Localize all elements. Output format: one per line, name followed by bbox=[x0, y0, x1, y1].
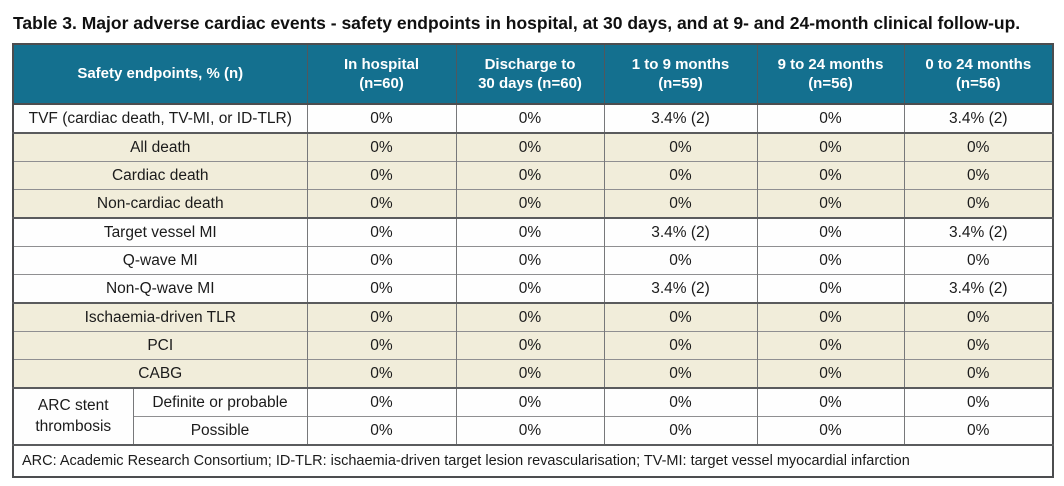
value-cell: 0% bbox=[603, 302, 757, 332]
table-row-pci: PCI 0% 0% 0% 0% 0% bbox=[12, 331, 1053, 360]
value-cell: 0% bbox=[903, 359, 1053, 388]
column-header-0-24-months: 0 to 24 months (n=56) bbox=[903, 44, 1053, 105]
value-cell: 0% bbox=[603, 359, 757, 388]
table-row-arc-possible: Possible 0% 0% 0% 0% 0% bbox=[13, 416, 1053, 445]
row-label: Non-Q-wave MI bbox=[12, 274, 307, 303]
column-header-in-hospital: In hospital (n=60) bbox=[306, 44, 456, 105]
row-label: CABG bbox=[12, 359, 307, 388]
value-cell: 0% bbox=[756, 246, 904, 275]
value-cell: 0% bbox=[455, 246, 604, 275]
value-cell: 0% bbox=[455, 189, 604, 218]
value-cell: 0% bbox=[306, 246, 456, 275]
table-title: Table 3. Major adverse cardiac events - … bbox=[13, 13, 1021, 33]
value-cell: 0% bbox=[455, 387, 604, 417]
value-cell: 0% bbox=[903, 132, 1053, 162]
table-row-cardiac-death: Cardiac death 0% 0% 0% 0% 0% bbox=[12, 161, 1053, 190]
table-row-cabg: CABG 0% 0% 0% 0% 0% bbox=[12, 359, 1053, 388]
value-cell: 0% bbox=[756, 161, 904, 190]
row-label: Target vessel MI bbox=[12, 217, 307, 247]
table-row-arc-definite-or-probable: ARC stent thrombosis Definite or probabl… bbox=[12, 387, 1053, 445]
value-cell: 0% bbox=[455, 416, 604, 445]
value-cell: 0% bbox=[306, 331, 456, 360]
value-cell: 0% bbox=[903, 331, 1053, 360]
value-cell: 0% bbox=[603, 331, 757, 360]
column-header-discharge-30days: Discharge to 30 days (n=60) bbox=[455, 44, 604, 105]
value-cell: 0% bbox=[756, 217, 904, 247]
table-row-q-wave-mi: Q-wave MI 0% 0% 0% 0% 0% bbox=[12, 246, 1053, 275]
value-cell: 3.4% (2) bbox=[603, 274, 757, 303]
value-cell: 0% bbox=[306, 359, 456, 388]
value-cell: 0% bbox=[455, 359, 604, 388]
value-cell: 0% bbox=[903, 416, 1053, 445]
safety-endpoints-table: Safety endpoints, % (n) In hospital (n=60… bbox=[12, 43, 1054, 478]
value-cell: 0% bbox=[455, 161, 604, 190]
value-cell: 0% bbox=[603, 161, 757, 190]
value-cell: 0% bbox=[306, 132, 456, 162]
table-row-all-death: All death 0% 0% 0% 0% 0% bbox=[12, 132, 1053, 162]
arc-stent-thrombosis-group-label: ARC stent thrombosis bbox=[12, 387, 133, 445]
column-header-9-24-months: 9 to 24 months (n=56) bbox=[756, 44, 904, 105]
value-cell: 0% bbox=[306, 189, 456, 218]
value-cell: 0% bbox=[756, 302, 904, 332]
value-cell: 3.4% (2) bbox=[903, 103, 1053, 133]
row-sublabel: Definite or probable bbox=[132, 387, 307, 417]
value-cell: 0% bbox=[756, 331, 904, 360]
value-cell: 0% bbox=[603, 189, 757, 218]
table-row-non-q-wave-mi: Non-Q-wave MI 0% 0% 3.4% (2) 0% 3.4% (2) bbox=[12, 274, 1053, 303]
value-cell: 0% bbox=[756, 416, 904, 445]
table-row-target-vessel-mi: Target vessel MI 0% 0% 3.4% (2) 0% 3.4% … bbox=[12, 217, 1053, 247]
row-label: Cardiac death bbox=[12, 161, 307, 190]
value-cell: 0% bbox=[306, 161, 456, 190]
value-cell: 0% bbox=[756, 359, 904, 388]
value-cell: 0% bbox=[455, 302, 604, 332]
column-header-1-9-months: 1 to 9 months (n=59) bbox=[603, 44, 757, 105]
value-cell: 0% bbox=[306, 387, 456, 417]
value-cell: 0% bbox=[455, 217, 604, 247]
value-cell: 0% bbox=[603, 132, 757, 162]
value-cell: 3.4% (2) bbox=[603, 217, 757, 247]
column-header-endpoints: Safety endpoints, % (n) bbox=[12, 44, 307, 105]
row-label: TVF (cardiac death, TV-MI, or ID-TLR) bbox=[12, 103, 307, 133]
value-cell: 0% bbox=[903, 302, 1053, 332]
value-cell: 0% bbox=[603, 246, 757, 275]
value-cell: 0% bbox=[306, 302, 456, 332]
value-cell: 3.4% (2) bbox=[603, 103, 757, 133]
header-row: Safety endpoints, % (n) In hospital (n=60… bbox=[12, 44, 1053, 105]
value-cell: 0% bbox=[455, 331, 604, 360]
value-cell: 0% bbox=[903, 246, 1053, 275]
table-footnote: ARC: Academic Research Consortium; ID-TL… bbox=[12, 444, 1053, 477]
row-label: Ischaemia-driven TLR bbox=[12, 302, 307, 332]
row-label: PCI bbox=[12, 331, 307, 360]
table-row-tvf: TVF (cardiac death, TV-MI, or ID-TLR) 0%… bbox=[12, 103, 1053, 133]
value-cell: 0% bbox=[903, 161, 1053, 190]
value-cell: 0% bbox=[756, 189, 904, 218]
value-cell: 0% bbox=[756, 274, 904, 303]
value-cell: 0% bbox=[603, 387, 757, 417]
value-cell: 0% bbox=[455, 132, 604, 162]
value-cell: 0% bbox=[306, 416, 456, 445]
value-cell: 3.4% (2) bbox=[903, 274, 1053, 303]
value-cell: 0% bbox=[903, 189, 1053, 218]
value-cell: 0% bbox=[756, 132, 904, 162]
value-cell: 0% bbox=[756, 103, 904, 133]
value-cell: 0% bbox=[603, 416, 757, 445]
row-label: All death bbox=[12, 132, 307, 162]
value-cell: 0% bbox=[455, 274, 604, 303]
table-row-non-cardiac-death: Non-cardiac death 0% 0% 0% 0% 0% bbox=[12, 189, 1053, 218]
value-cell: 0% bbox=[903, 387, 1053, 417]
value-cell: 0% bbox=[306, 274, 456, 303]
table-row-ischaemia-driven-tlr: Ischaemia-driven TLR 0% 0% 0% 0% 0% bbox=[12, 302, 1053, 332]
row-label: Q-wave MI bbox=[12, 246, 307, 275]
value-cell: 3.4% (2) bbox=[903, 217, 1053, 247]
value-cell: 0% bbox=[306, 103, 456, 133]
value-cell: 0% bbox=[306, 217, 456, 247]
footnote-row: ARC: Academic Research Consortium; ID-TL… bbox=[12, 444, 1053, 477]
value-cell: 0% bbox=[756, 387, 904, 417]
value-cell: 0% bbox=[455, 103, 604, 133]
row-label: Non-cardiac death bbox=[12, 189, 307, 218]
row-sublabel: Possible bbox=[132, 416, 307, 445]
